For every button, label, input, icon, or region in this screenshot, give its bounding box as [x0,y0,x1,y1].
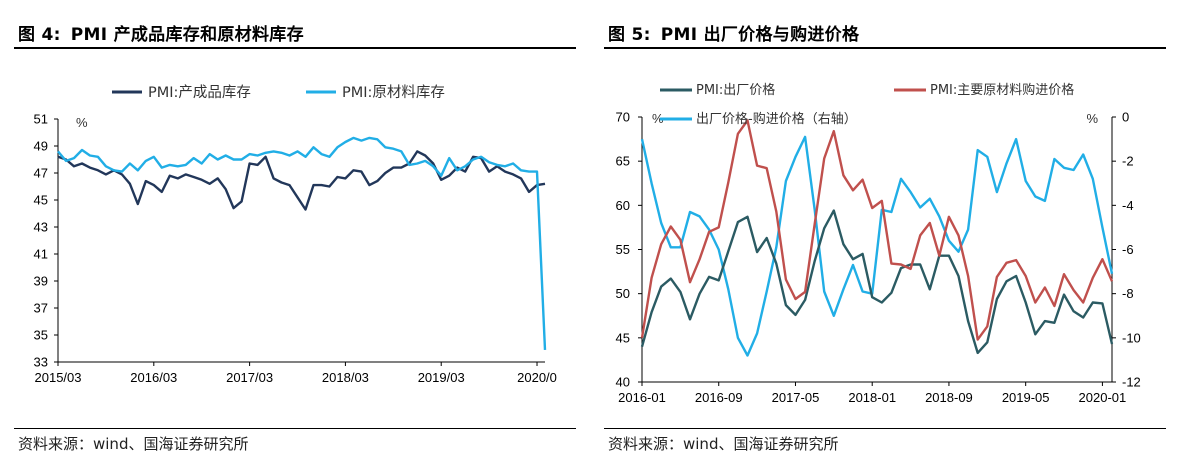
x-tick-label: 2018/03 [322,370,369,385]
source-note-left: 资料来源：wind、国海证券研究所 [18,435,249,453]
y-tick-label: 41 [34,247,48,262]
y-tick-label: 47 [34,166,48,181]
x-tick-label: 2017-05 [772,390,820,405]
left-y-tick-label: 55 [616,242,630,257]
figure-5-title-text: PMI 出厂价格与购进价格 [660,25,860,45]
x-tick-label: 2017/03 [226,370,273,385]
inventory-line-chart: 33 35 37 39 41 43 45 47 49 51 % 2015/03 2016/03 2017/… [34,84,557,385]
series-line-price-spread-right-axis [640,135,1114,357]
y-tick-label: 39 [34,274,48,289]
right-y-tick-label: -8 [1122,286,1134,301]
figure-4-title: 图 4: PMI 产成品库存和原材料库存 [18,20,304,45]
figure-4-title-text: PMI 产成品库存和原材料库存 [70,25,304,45]
right-y-tick-label: -6 [1122,242,1134,257]
figure-5-title: 图 5: PMI 出厂价格与购进价格 [608,20,859,45]
legend-label: 出厂价格-购进价格（右轴） [696,111,857,127]
y-axis-unit: % [76,115,88,130]
right-y-tick-label: -4 [1122,198,1134,213]
x-tick-label: 2019/03 [418,370,465,385]
legend-label: PMI:主要原材料购进价格 [930,82,1074,98]
right-y-tick-label: 0 [1122,110,1129,125]
top-rule-left [14,47,576,49]
left-y-tick-label: 60 [616,198,630,213]
left-y-tick-label: 50 [616,286,630,301]
x-tick-label: 2020-01 [1079,390,1127,405]
y-tick-label: 35 [34,328,48,343]
left-y-tick-label: 65 [616,154,630,169]
top-rule-right [604,47,1166,49]
y-tick-label: 33 [34,355,48,370]
x-tick-label: 2018-01 [848,390,896,405]
x-tick-label: 2019-05 [1002,390,1050,405]
series-line-output-price [640,209,1114,355]
left-figure-panel: 图 4: PMI 产成品库存和原材料库存 33 35 37 39 41 43 45 47 49 51… [14,20,576,453]
left-y-tick-label: 40 [616,375,630,390]
y-tick-label: 45 [34,193,48,208]
bottom-rule-left [14,428,576,429]
right-y-axis-unit: % [1086,111,1098,126]
left-y-tick-label: 45 [616,330,630,345]
right-y-tick-label: -10 [1122,330,1141,345]
price-line-chart: 40 45 50 55 60 65 70 -12 -10 -8 -6 -4 -2 0% % 2016-01 20… [616,82,1141,405]
y-tick-label: 49 [34,139,48,154]
x-tick-label: 2020/0 [517,370,557,385]
series-line-input-price [640,119,1114,341]
x-tick-label: 2015/03 [35,370,82,385]
right-y-tick-label: -12 [1122,375,1141,390]
left-y-tick-label: 70 [616,110,630,125]
legend-label: PMI:产成品库存 [148,84,251,101]
y-tick-label: 43 [34,220,48,235]
series-line-finished-goods-inventory [57,150,546,211]
bottom-rule-right [604,428,1166,429]
x-tick-label: 2016-01 [618,390,666,405]
y-tick-label: 51 [34,112,48,127]
right-y-tick-label: -2 [1122,154,1134,169]
y-tick-label: 37 [34,301,48,316]
right-figure-panel: 图 5: PMI 出厂价格与购进价格 40 45 50 55 60 65 70 -12 -10 -8… [590,0,1180,472]
series-line-raw-material-inventory [57,136,547,350]
legend-label: PMI:出厂价格 [696,82,775,98]
figure-4-number: 图 4: [18,25,61,45]
legend-label: PMI:原材料库存 [342,84,445,101]
figure-5-number: 图 5: [608,25,651,45]
x-tick-label: 2018-09 [925,390,973,405]
x-tick-label: 2016/03 [130,370,177,385]
left-y-axis-unit: % [652,111,664,126]
source-note-right: 资料来源：wind、国海证券研究所 [608,435,839,453]
x-tick-label: 2016-09 [695,390,743,405]
